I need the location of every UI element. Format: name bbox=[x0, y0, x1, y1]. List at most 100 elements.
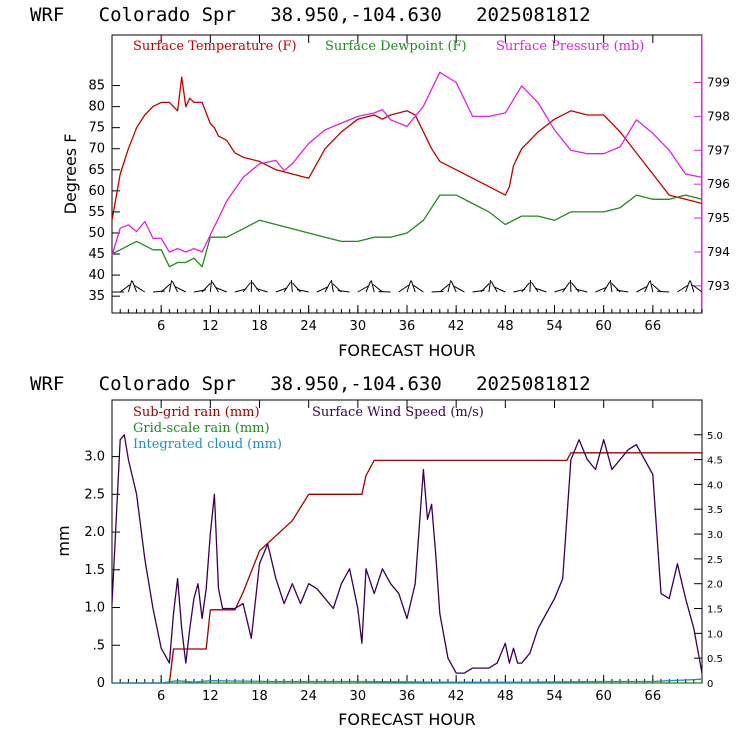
x-tick-label: 66 bbox=[645, 319, 662, 334]
y-tick-label: 35 bbox=[88, 289, 105, 304]
wind-barb bbox=[439, 283, 450, 293]
top-ylabel: Degrees F bbox=[61, 134, 80, 215]
y-tick-label: 3.0 bbox=[84, 450, 105, 465]
y2-tick-label: 0 bbox=[707, 679, 713, 690]
legend-grid-rain: Grid-scale rain (mm) bbox=[133, 421, 270, 436]
series-line-2 bbox=[112, 678, 703, 684]
wind-barb bbox=[357, 285, 369, 293]
wind-barb bbox=[316, 286, 328, 293]
series-line-2 bbox=[111, 71, 703, 256]
legend-cloud: Integrated cloud (mm) bbox=[133, 437, 282, 452]
wind-barb bbox=[211, 281, 219, 293]
wind-barb bbox=[275, 287, 288, 293]
wind-barb bbox=[488, 280, 492, 293]
wind-barb bbox=[644, 280, 651, 293]
wind-barb bbox=[529, 279, 531, 293]
wind-barb bbox=[119, 284, 131, 293]
x-tick-label: 36 bbox=[399, 319, 416, 334]
x-tick-label: 48 bbox=[497, 319, 514, 334]
bottom-y-ticks: 0 .5 1.0 1.5 2.0 2.5 3.0 bbox=[84, 450, 120, 691]
wind-barb bbox=[290, 279, 293, 293]
wind-barb bbox=[296, 289, 309, 293]
wind-barb bbox=[410, 280, 416, 293]
y2-tick-label: 5.0 bbox=[707, 431, 723, 442]
y2-tick-label: 799 bbox=[707, 75, 730, 89]
x-tick-label: 18 bbox=[251, 319, 268, 334]
wind-barb bbox=[575, 288, 588, 293]
y-tick-label: .5 bbox=[93, 638, 105, 653]
wind-barb bbox=[571, 282, 580, 293]
x-tick-label: 12 bbox=[202, 319, 219, 334]
top-chart-title: WRF Colorado Spr 38.950,-104.630 2025081… bbox=[30, 4, 591, 26]
temperature-chart: WRF Colorado Spr 38.950,-104.630 2025081… bbox=[30, 4, 730, 360]
series-line-3 bbox=[111, 434, 703, 674]
wind-barb bbox=[256, 288, 268, 293]
legend-pressure: Surface Pressure (mb) bbox=[496, 39, 644, 54]
wind-barb bbox=[692, 284, 703, 293]
top-legend: Surface Temperature (F) Surface Dewpoint… bbox=[133, 39, 644, 54]
wind-barb bbox=[413, 284, 424, 293]
x-tick-label: 42 bbox=[448, 689, 465, 704]
wind-barb bbox=[283, 281, 292, 293]
top-y-ticks: 35 40 45 50 55 60 65 70 75 80 85 bbox=[88, 79, 120, 304]
top-right-axis-line bbox=[701, 35, 703, 313]
bottom-y2-ticks: 0 0.5 1.0 1.5 2.0 2.5 3.0 3.5 4.0 4.5 5.0 bbox=[694, 431, 723, 690]
y2-tick-label: 2.5 bbox=[707, 555, 723, 566]
wind-barb bbox=[160, 283, 171, 293]
wind-barb bbox=[330, 280, 334, 293]
rain-wind-chart: WRF Colorado Spr 38.950,-104.630 2025081… bbox=[30, 373, 723, 729]
wind-barb bbox=[494, 286, 506, 293]
wind-barb bbox=[534, 287, 547, 293]
wind-barb bbox=[554, 287, 567, 293]
wind-barb bbox=[521, 282, 530, 293]
wind-barb bbox=[324, 281, 332, 293]
wind-barb bbox=[168, 280, 173, 293]
wind-barb bbox=[215, 287, 227, 293]
wind-barb bbox=[447, 280, 452, 293]
wind-barb bbox=[251, 282, 260, 293]
x-tick-label: 18 bbox=[251, 689, 268, 704]
wind-barb bbox=[406, 280, 412, 293]
bottom-x-ticks: 6 12 18 24 30 36 42 48 54 60 66 bbox=[111, 400, 703, 704]
wind-barb bbox=[609, 280, 613, 293]
x-tick-label: 36 bbox=[399, 689, 416, 704]
y-tick-label: 2.5 bbox=[84, 487, 105, 502]
top-series bbox=[111, 71, 703, 268]
wind-barb bbox=[431, 290, 444, 293]
top-xlabel: FORECAST HOUR bbox=[338, 341, 476, 360]
y-tick-label: 1.5 bbox=[84, 563, 105, 578]
wind-barb bbox=[242, 282, 251, 293]
y-tick-label: 2.0 bbox=[84, 525, 105, 540]
y2-tick-label: 798 bbox=[707, 109, 730, 123]
wind-barb bbox=[201, 282, 211, 293]
series-line-0 bbox=[112, 452, 702, 684]
y2-tick-label: 794 bbox=[707, 245, 730, 259]
wind-barb bbox=[616, 289, 629, 293]
wind-barb bbox=[603, 281, 611, 293]
series-line-1 bbox=[111, 194, 703, 268]
wind-barb bbox=[370, 280, 375, 293]
bottom-chart-title: WRF Colorado Spr 38.950,-104.630 2025081… bbox=[30, 373, 591, 395]
top-x-ticks: 6 12 18 24 30 36 42 48 54 60 66 bbox=[111, 35, 703, 334]
wind-barb bbox=[171, 280, 179, 293]
legend-dewpoint: Surface Dewpoint (F) bbox=[325, 39, 467, 54]
y-tick-label: 60 bbox=[88, 184, 105, 199]
series-line-0 bbox=[111, 76, 703, 221]
wind-barb bbox=[372, 284, 383, 293]
y2-tick-label: 2.0 bbox=[707, 580, 723, 591]
wind-barb bbox=[657, 290, 670, 293]
y2-tick-label: 3.5 bbox=[707, 505, 723, 516]
legend-temperature: Surface Temperature (F) bbox=[133, 39, 297, 54]
wind-barb bbox=[595, 286, 607, 293]
wind-barb bbox=[337, 290, 350, 293]
wind-barb bbox=[131, 280, 138, 293]
y2-tick-label: 0.5 bbox=[707, 654, 723, 665]
y-tick-label: 55 bbox=[88, 205, 105, 220]
y-tick-label: 45 bbox=[88, 247, 105, 262]
x-tick-label: 30 bbox=[350, 319, 367, 334]
wind-barb bbox=[398, 284, 409, 293]
y-tick-label: 1.0 bbox=[84, 601, 105, 616]
wind-barb bbox=[292, 282, 301, 293]
y2-tick-label: 797 bbox=[707, 143, 730, 157]
